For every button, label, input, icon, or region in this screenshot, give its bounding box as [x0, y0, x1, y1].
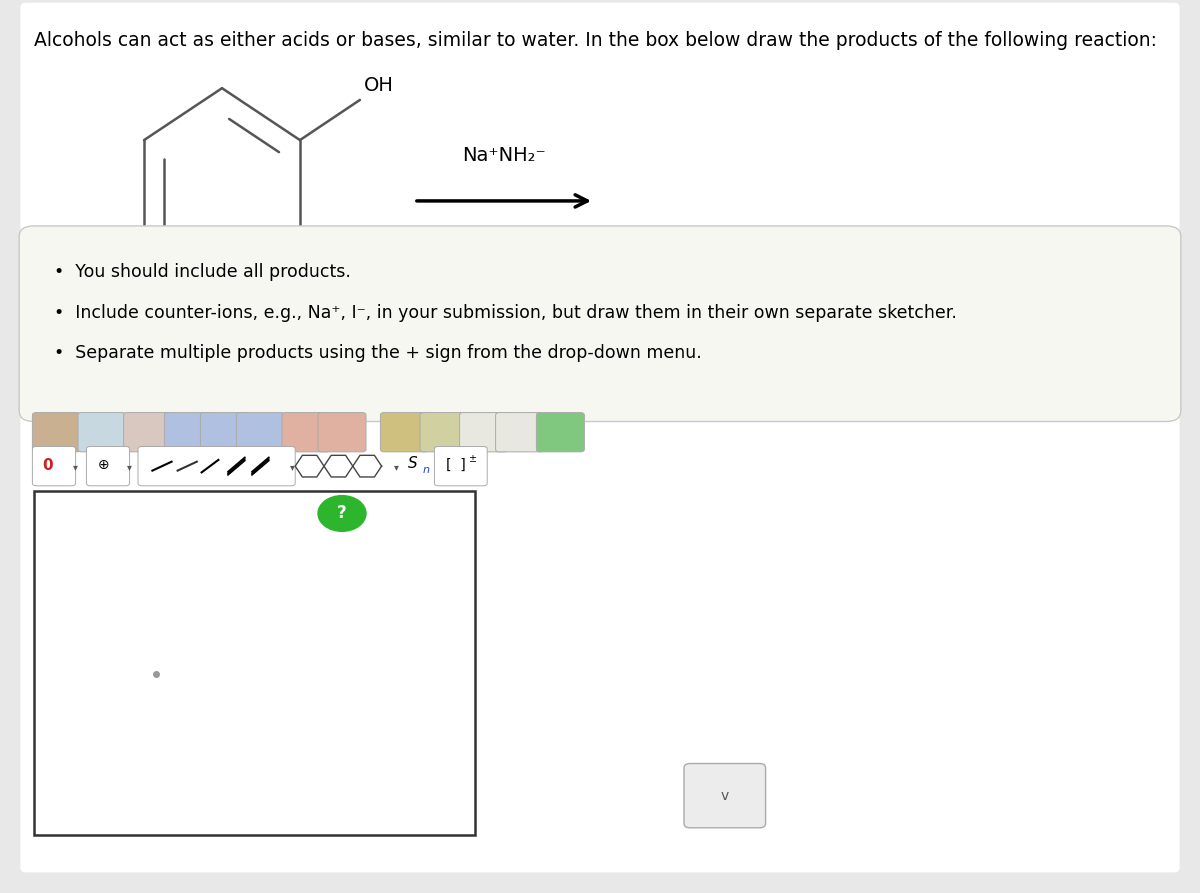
FancyBboxPatch shape: [536, 413, 584, 452]
Text: •  You should include all products.: • You should include all products.: [54, 263, 350, 281]
FancyBboxPatch shape: [20, 3, 1180, 872]
FancyBboxPatch shape: [496, 413, 544, 452]
FancyBboxPatch shape: [78, 413, 126, 452]
FancyBboxPatch shape: [86, 446, 130, 486]
Text: ChemDoodle®: ChemDoodle®: [254, 813, 358, 827]
Text: •  Include counter-ions, e.g., Na⁺, I⁻, in your submission, but draw them in the: • Include counter-ions, e.g., Na⁺, I⁻, i…: [54, 304, 956, 321]
Text: ±: ±: [468, 454, 475, 464]
Text: Na⁺NH₂⁻: Na⁺NH₂⁻: [462, 146, 546, 165]
Text: OH: OH: [364, 77, 394, 96]
FancyBboxPatch shape: [434, 446, 487, 486]
FancyBboxPatch shape: [380, 413, 428, 452]
FancyBboxPatch shape: [282, 413, 330, 452]
FancyBboxPatch shape: [318, 413, 366, 452]
FancyBboxPatch shape: [460, 413, 508, 452]
Text: $\mathit{n}$: $\mathit{n}$: [422, 464, 430, 475]
Text: ▾: ▾: [127, 462, 132, 472]
Text: v: v: [721, 789, 728, 803]
FancyBboxPatch shape: [236, 413, 284, 452]
Text: [  ]: [ ]: [446, 458, 466, 472]
FancyBboxPatch shape: [19, 226, 1181, 421]
Text: 0: 0: [43, 458, 53, 472]
FancyBboxPatch shape: [164, 413, 212, 452]
FancyBboxPatch shape: [124, 413, 172, 452]
Text: ▾: ▾: [73, 462, 78, 472]
Text: $\mathit{S}$: $\mathit{S}$: [407, 455, 419, 472]
FancyBboxPatch shape: [200, 413, 248, 452]
FancyBboxPatch shape: [32, 413, 80, 452]
Text: ▾: ▾: [394, 462, 398, 472]
FancyBboxPatch shape: [138, 446, 295, 486]
Text: •  Separate multiple products using the + sign from the drop-down menu.: • Separate multiple products using the +…: [54, 344, 702, 362]
Circle shape: [318, 496, 366, 531]
Text: Alcohols can act as either acids or bases, similar to water. In the box below dr: Alcohols can act as either acids or base…: [34, 31, 1157, 50]
Text: ⊕: ⊕: [97, 458, 109, 472]
Text: ▾: ▾: [290, 462, 295, 472]
FancyBboxPatch shape: [32, 446, 76, 486]
Text: ?: ?: [337, 505, 347, 522]
FancyBboxPatch shape: [684, 764, 766, 828]
Bar: [34, 491, 475, 835]
FancyBboxPatch shape: [420, 413, 468, 452]
